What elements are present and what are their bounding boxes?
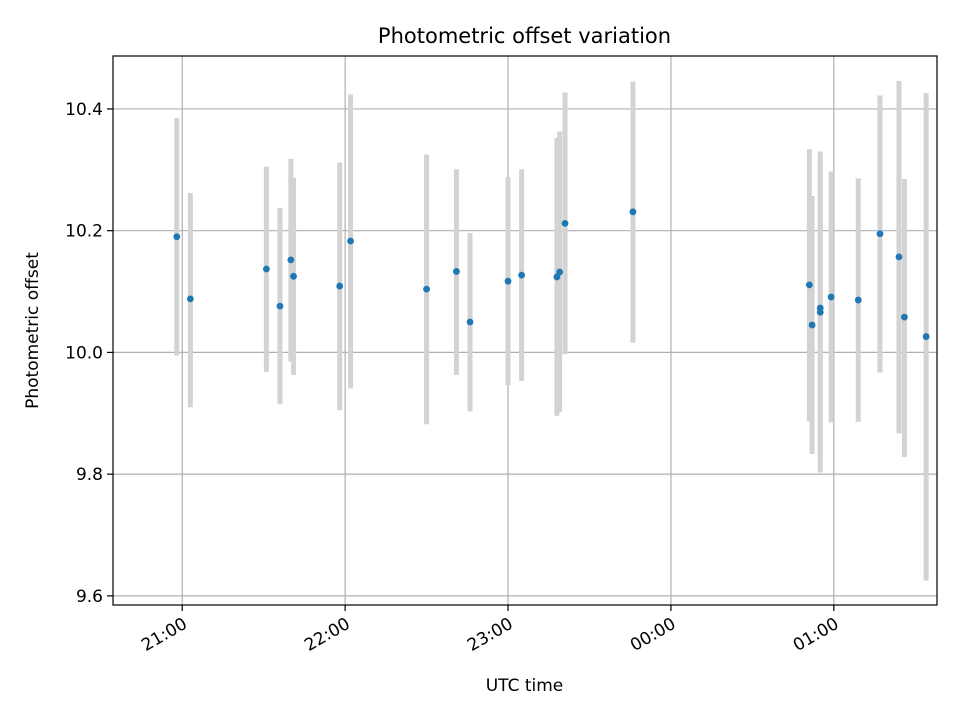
data-point bbox=[876, 230, 884, 238]
data-point bbox=[895, 253, 903, 261]
y-axis-label: Photometric offset bbox=[23, 252, 43, 409]
y-tick-label: 10.4 bbox=[65, 100, 103, 120]
data-point bbox=[423, 285, 430, 293]
plot-area-frame bbox=[112, 55, 938, 606]
data-point bbox=[629, 208, 637, 216]
data-point bbox=[922, 333, 930, 340]
data-point bbox=[336, 282, 344, 290]
grid-lines bbox=[113, 56, 937, 605]
data-point bbox=[827, 293, 835, 301]
data-point bbox=[808, 321, 816, 329]
y-tick-label: 10.0 bbox=[65, 343, 103, 363]
data-point bbox=[816, 304, 824, 312]
data-point bbox=[453, 268, 460, 275]
data-point bbox=[173, 233, 181, 241]
y-tick-label: 9.6 bbox=[76, 587, 103, 607]
data-point bbox=[901, 313, 908, 321]
data-point bbox=[186, 295, 194, 303]
data-point bbox=[466, 318, 474, 326]
data-point bbox=[290, 272, 297, 280]
data-point bbox=[287, 256, 295, 264]
data-point bbox=[262, 265, 270, 273]
data-point bbox=[556, 268, 564, 276]
data-point bbox=[518, 271, 526, 279]
data-point bbox=[805, 281, 813, 289]
y-tick-label: 10.2 bbox=[65, 222, 103, 242]
data-point bbox=[347, 237, 354, 245]
data-points bbox=[173, 208, 930, 340]
chart-title: Photometric offset variation bbox=[378, 24, 671, 48]
y-tick-label: 9.8 bbox=[76, 465, 103, 485]
x-axis-label: UTC time bbox=[486, 676, 564, 696]
data-point bbox=[276, 302, 284, 310]
data-point bbox=[504, 277, 512, 285]
data-point bbox=[561, 219, 569, 227]
data-point bbox=[854, 296, 862, 304]
